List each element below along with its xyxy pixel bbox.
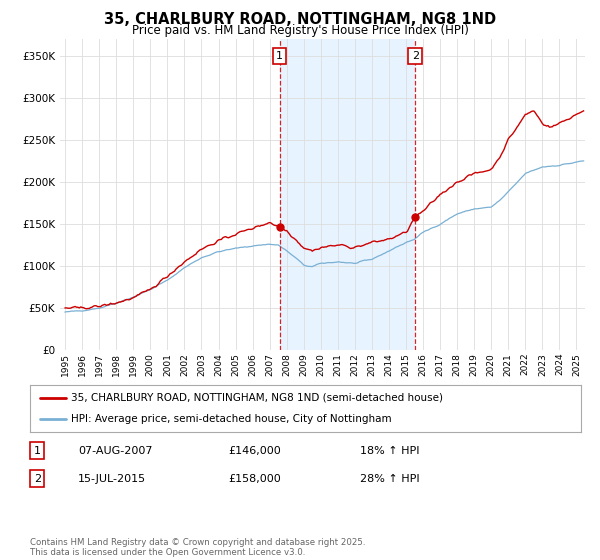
Text: 28% ↑ HPI: 28% ↑ HPI	[360, 474, 419, 484]
Text: 07-AUG-2007: 07-AUG-2007	[78, 446, 152, 456]
Text: £158,000: £158,000	[228, 474, 281, 484]
Text: 15-JUL-2015: 15-JUL-2015	[78, 474, 146, 484]
Text: 35, CHARLBURY ROAD, NOTTINGHAM, NG8 1ND (semi-detached house): 35, CHARLBURY ROAD, NOTTINGHAM, NG8 1ND …	[71, 393, 443, 403]
Text: Price paid vs. HM Land Registry's House Price Index (HPI): Price paid vs. HM Land Registry's House …	[131, 24, 469, 36]
Text: 1: 1	[276, 51, 283, 61]
Text: HPI: Average price, semi-detached house, City of Nottingham: HPI: Average price, semi-detached house,…	[71, 414, 392, 424]
Text: 2: 2	[412, 51, 419, 61]
Text: 2: 2	[34, 474, 41, 484]
Text: 35, CHARLBURY ROAD, NOTTINGHAM, NG8 1ND: 35, CHARLBURY ROAD, NOTTINGHAM, NG8 1ND	[104, 12, 496, 27]
Text: 18% ↑ HPI: 18% ↑ HPI	[360, 446, 419, 456]
Text: 1: 1	[34, 446, 41, 456]
Text: £146,000: £146,000	[228, 446, 281, 456]
Text: Contains HM Land Registry data © Crown copyright and database right 2025.
This d: Contains HM Land Registry data © Crown c…	[30, 538, 365, 557]
Bar	[280, 39, 415, 350]
